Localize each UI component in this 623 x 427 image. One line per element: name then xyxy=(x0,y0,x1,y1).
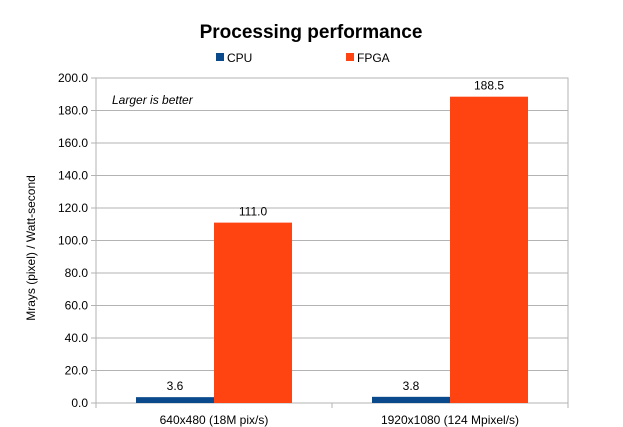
x-tick-label: 640x480 (18M pix/s) xyxy=(160,413,269,427)
y-axis-ticks: 0.0 20.0 40.0 60.0 80.0 100.0 120.0 140.0 160.0 1… xyxy=(58,71,88,410)
bars xyxy=(136,96,528,403)
y-tick-label: 80.0 xyxy=(65,266,89,280)
data-label-fpga-2: 188.5 xyxy=(474,79,504,93)
y-axis-label: Mrays (pixel) / Watt-second xyxy=(24,175,38,321)
data-label-fpga-1: 111.0 xyxy=(239,205,268,219)
y-tick-label: 40.0 xyxy=(65,331,89,345)
y-tick-label: 180.0 xyxy=(58,104,88,118)
y-tick-label: 0.0 xyxy=(71,396,88,410)
y-tick-label: 200.0 xyxy=(58,71,88,85)
y-tick-label: 140.0 xyxy=(58,169,88,183)
legend-label-cpu: CPU xyxy=(227,51,252,65)
legend: CPU FPGA xyxy=(216,51,390,65)
bar-cpu-2 xyxy=(372,396,450,403)
chart-title: Processing performance xyxy=(200,22,423,43)
data-label-cpu-2: 3.8 xyxy=(403,379,420,393)
y-tick-label: 120.0 xyxy=(58,201,88,215)
y-tick-label: 160.0 xyxy=(58,136,88,150)
data-labels: 3.6 111.0 3.8 188.5 xyxy=(167,79,505,393)
data-label-cpu-1: 3.6 xyxy=(167,379,184,393)
x-axis-ticks: 640x480 (18M pix/s) 1920x1080 (124 Mpixel… xyxy=(160,413,519,427)
legend-label-fpga: FPGA xyxy=(357,51,390,65)
bar-fpga-2 xyxy=(450,96,528,403)
y-tick-label: 20.0 xyxy=(65,364,89,378)
legend-swatch-fpga xyxy=(346,53,354,61)
bar-fpga-1 xyxy=(214,222,292,403)
x-tick-label: 1920x1080 (124 Mpixel/s) xyxy=(381,413,519,427)
legend-swatch-cpu xyxy=(216,53,224,61)
y-tick-label: 100.0 xyxy=(58,234,88,248)
y-tick-label: 60.0 xyxy=(65,299,89,313)
bar-cpu-1 xyxy=(136,397,214,403)
annotation-larger-is-better: Larger is better xyxy=(112,93,194,107)
